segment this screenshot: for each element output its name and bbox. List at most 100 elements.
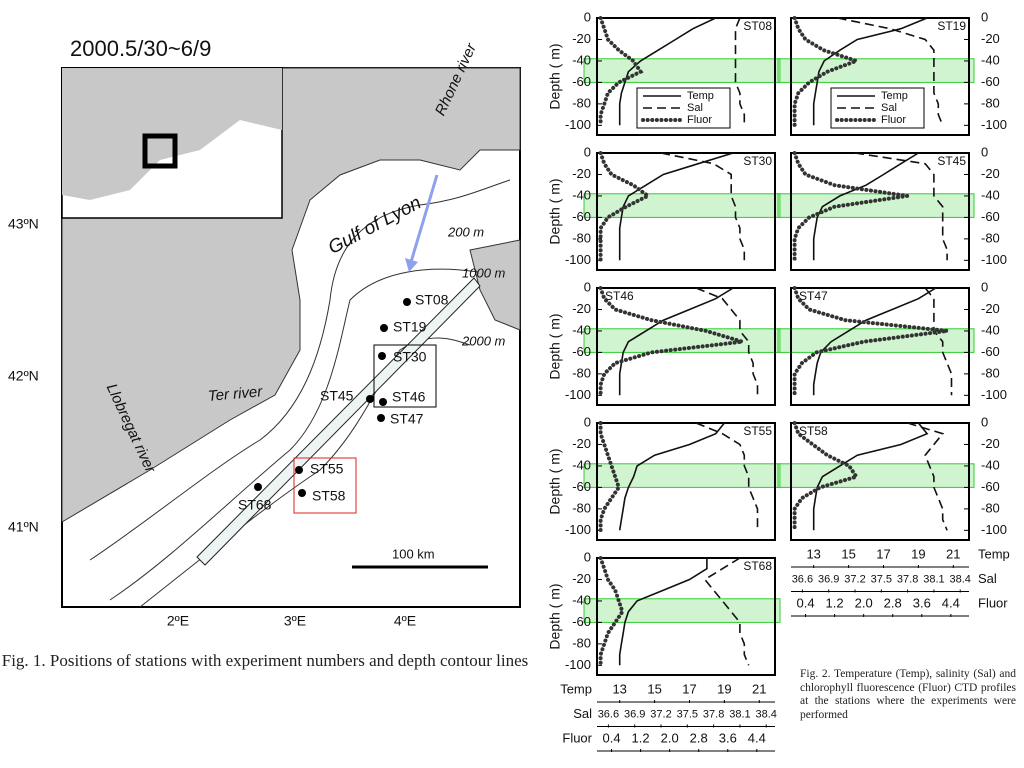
box-red <box>293 457 357 514</box>
station-label: ST46 <box>392 389 426 405</box>
highlight-band <box>583 58 781 83</box>
profile-line <box>837 17 944 126</box>
x-tick-label: 13 <box>806 546 820 561</box>
y-tick-label: -20 <box>981 301 1000 316</box>
highlight-band <box>777 193 975 218</box>
y-axis-title: Depth ( m) <box>547 313 563 379</box>
y-tick-label: -60 <box>572 344 591 359</box>
profile-line <box>618 558 708 666</box>
y-tick-label: -80 <box>981 95 1000 110</box>
x-axis-name: Sal <box>978 571 997 586</box>
profile-line <box>812 287 937 396</box>
y-tick-label: -80 <box>572 230 591 245</box>
x-axis-name: Fluor <box>978 595 1008 610</box>
station-name: ST45 <box>937 154 966 168</box>
profile-line <box>598 286 743 398</box>
y-tick-label: -20 <box>572 571 591 586</box>
x-tick-label: 17 <box>682 681 696 696</box>
station-label: ST19 <box>393 319 427 335</box>
profile-line <box>907 422 948 531</box>
y-tick-label: 0 <box>584 549 591 564</box>
panel-frame <box>596 422 776 541</box>
station-dot <box>377 414 385 422</box>
y-tick-label: -100 <box>565 522 591 537</box>
station-name: ST47 <box>799 289 828 303</box>
y-tick-label: -80 <box>981 500 1000 515</box>
y-axis-title: Depth ( m) <box>547 43 563 109</box>
y-tick-label: -80 <box>572 635 591 650</box>
y-tick-label: -80 <box>981 230 1000 245</box>
station-label: ST45 <box>320 388 354 404</box>
x-tick-label: 3.6 <box>913 595 931 610</box>
legend-label: Temp <box>687 90 714 102</box>
station-name: ST30 <box>743 154 772 168</box>
station-name: ST46 <box>605 289 634 303</box>
panel-frame <box>790 422 970 541</box>
y-tick-label: -60 <box>981 209 1000 224</box>
lon-label: 2ºE <box>167 613 189 629</box>
profile-line <box>618 422 726 531</box>
highlight-band <box>583 193 781 218</box>
y-tick-label: -60 <box>981 74 1000 89</box>
x-tick-label: 36.6 <box>792 573 813 585</box>
lon-label: 3ºE <box>284 613 306 629</box>
station-dot <box>254 483 262 491</box>
x-axis-name: Sal <box>573 706 592 721</box>
x-tick-label: 21 <box>752 681 766 696</box>
y-tick-label: 0 <box>981 9 988 24</box>
place-label: 2000 m <box>461 333 506 348</box>
lat-label: 42ºN <box>8 368 39 384</box>
station-name: ST58 <box>799 424 828 438</box>
y-tick-label: -40 <box>572 457 591 472</box>
x-tick-label: 37.5 <box>677 708 698 720</box>
profile-line <box>703 557 750 666</box>
y-tick-label: -100 <box>981 117 1007 132</box>
contour-1000 <box>109 268 479 601</box>
x-tick-label: 2.0 <box>855 595 873 610</box>
x-tick-label: 13 <box>612 681 626 696</box>
x-tick-label: 19 <box>717 681 731 696</box>
place-label: 1000 m <box>462 265 506 280</box>
y-tick-label: -60 <box>572 74 591 89</box>
y-tick-label: -40 <box>981 187 1000 202</box>
x-tick-label: 37.2 <box>650 708 671 720</box>
y-tick-label: 0 <box>584 144 591 159</box>
y-tick-label: -20 <box>572 436 591 451</box>
x-tick-label: 36.9 <box>818 573 839 585</box>
x-tick-label: 0.4 <box>602 730 620 745</box>
x-tick-label: 36.6 <box>598 708 619 720</box>
profile-line <box>792 421 860 533</box>
panel-frame <box>596 287 776 406</box>
profile-line <box>660 152 746 261</box>
profile-line <box>854 152 948 261</box>
y-tick-label: 0 <box>584 9 591 24</box>
y-tick-label: 0 <box>981 144 988 159</box>
arrow <box>409 174 439 263</box>
x-tick-label: 37.8 <box>897 573 918 585</box>
profile-line <box>734 17 746 126</box>
x-tick-label: 0.4 <box>796 595 814 610</box>
y-tick-label: -60 <box>981 344 1000 359</box>
y-tick-label: -40 <box>572 322 591 337</box>
lon-label: 4ºE <box>394 613 416 629</box>
y-axis-title: Depth ( m) <box>547 583 563 649</box>
profile-line <box>695 287 759 396</box>
x-tick-label: 1.2 <box>826 595 844 610</box>
panel-frame <box>790 287 970 406</box>
x-tick-label: 4.4 <box>942 595 960 610</box>
highlight-band <box>777 463 975 488</box>
y-tick-label: -20 <box>981 31 1000 46</box>
station-name: ST55 <box>743 424 772 438</box>
contour-200 <box>89 179 511 561</box>
x-tick-label: 38.1 <box>923 573 944 585</box>
x-tick-label: 1.2 <box>632 730 650 745</box>
y-tick-label: -100 <box>981 387 1007 402</box>
profile-line <box>792 16 863 128</box>
y-tick-label: -80 <box>572 365 591 380</box>
y-tick-label: -40 <box>572 592 591 607</box>
place-label: Ter river <box>207 383 264 405</box>
y-tick-label: -20 <box>981 436 1000 451</box>
station-name: ST08 <box>743 19 772 33</box>
profile-line <box>812 17 928 126</box>
